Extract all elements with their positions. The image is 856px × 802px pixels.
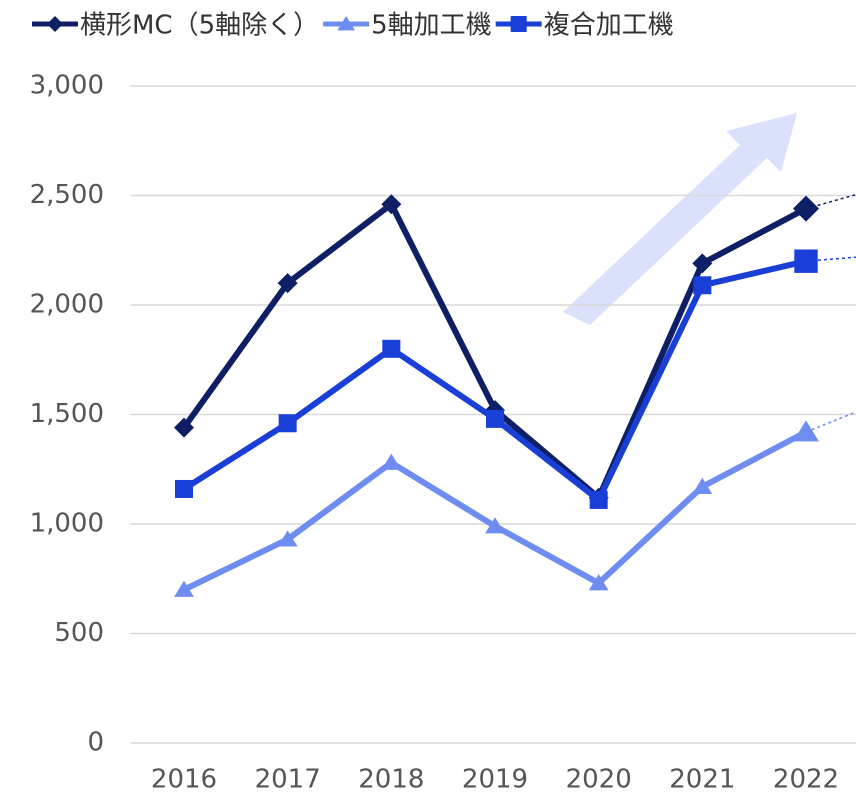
marker: [793, 195, 819, 222]
x-tick-label: 2019: [462, 765, 528, 795]
series-line: [181, 201, 808, 501]
plot: [174, 193, 856, 597]
marker: [588, 574, 609, 591]
x-tick-label: 2021: [669, 765, 735, 795]
marker: [486, 409, 504, 428]
y-tick-label: 1,500: [30, 399, 104, 429]
marker: [692, 477, 713, 494]
marker: [381, 453, 402, 470]
marker: [175, 479, 193, 498]
y-tick-label: 3,000: [30, 71, 104, 101]
marker: [278, 414, 297, 433]
legend: 横形MC（5軸除く） 5軸加工機 複合加工機: [32, 11, 674, 41]
y-tick-label: 1,000: [30, 509, 104, 539]
marker: [381, 194, 402, 215]
x-tick-label: 2022: [773, 765, 839, 795]
legend-label: 5軸加工機: [371, 11, 492, 41]
trend-arrow: [563, 113, 797, 325]
marker: [174, 417, 194, 438]
marker: [510, 16, 527, 32]
marker: [174, 580, 194, 597]
y-tick-label: 2,500: [30, 180, 104, 210]
x-tick-label: 2020: [566, 765, 632, 795]
projection-line: [805, 411, 856, 433]
marker: [693, 276, 712, 295]
marker: [692, 253, 713, 274]
marker: [793, 420, 819, 442]
legend-label: 横形MC（5軸除く）: [80, 11, 319, 41]
marker: [589, 490, 608, 509]
marker: [337, 16, 355, 31]
marker: [277, 530, 298, 547]
legend-label: 複合加工機: [544, 11, 674, 41]
marker: [794, 249, 818, 273]
y-tick-label: 500: [54, 618, 104, 648]
marker: [277, 273, 298, 294]
marker: [485, 517, 505, 534]
series-line: [182, 429, 808, 593]
x-tick-label: 2016: [151, 765, 217, 795]
x-tick-label: 2018: [358, 765, 424, 795]
y-tick-label: 0: [87, 728, 104, 758]
grid: 0 500 1,000 1,500 2,000 2,500 3,000 2016 2017 201…: [30, 71, 856, 795]
x-tick-label: 2017: [255, 765, 321, 795]
y-tick-label: 2,000: [30, 290, 104, 320]
marker: [47, 16, 63, 32]
marker: [382, 339, 401, 358]
